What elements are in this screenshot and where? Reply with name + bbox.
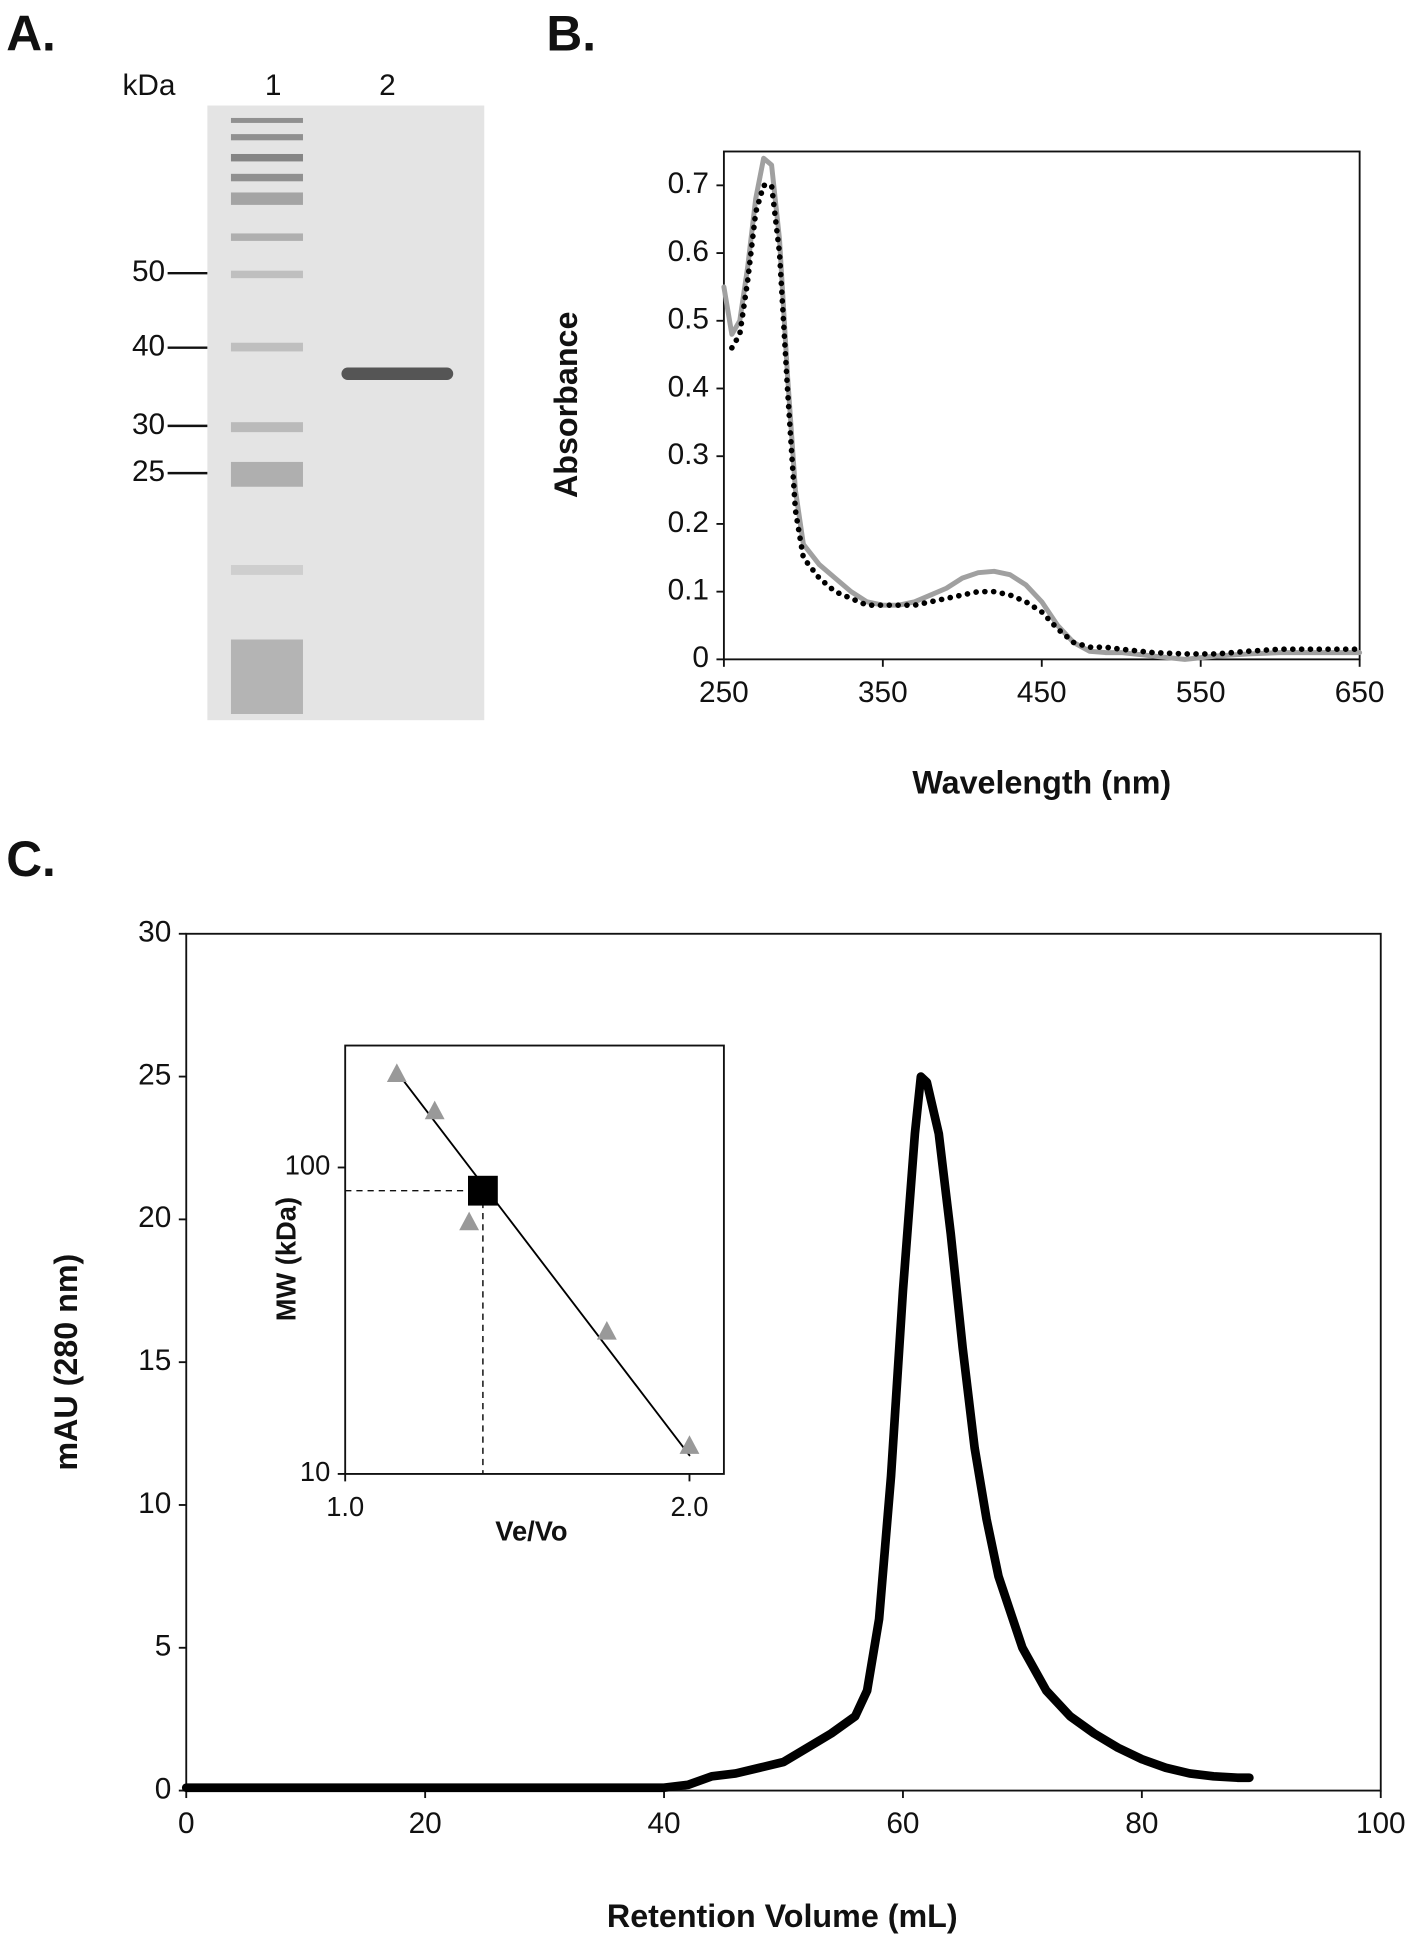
- x-tick-label: 80: [1125, 1807, 1158, 1840]
- y-tick-label: 0.7: [668, 167, 709, 200]
- marker-label: 40: [132, 330, 165, 363]
- panel-label: C.: [6, 831, 56, 887]
- plot-frame: [344, 1044, 725, 1475]
- x-tick-label: 1.0: [326, 1491, 364, 1522]
- y-tick-label: 0.2: [668, 506, 709, 539]
- y-tick-label: 100: [285, 1150, 331, 1181]
- x-axis-title: Retention Volume (mL): [607, 1898, 958, 1934]
- y-tick-label: 15: [138, 1344, 171, 1377]
- x-tick-label: 350: [858, 676, 908, 709]
- triangle-point: [459, 1211, 480, 1231]
- y-tick-label: 10: [300, 1456, 330, 1487]
- data-line: [721, 155, 1363, 662]
- ladder: [230, 117, 303, 714]
- x-tick-label: 550: [1176, 676, 1226, 709]
- y-tick-label: 0.4: [668, 370, 709, 403]
- x-tick-label: 60: [886, 1807, 919, 1840]
- sample-band: [341, 367, 454, 380]
- data-line: [181, 1072, 1254, 1793]
- y-tick-label: 25: [138, 1058, 171, 1091]
- unit-label: kDa: [123, 69, 176, 102]
- panel-label: A.: [6, 5, 56, 61]
- square-point: [468, 1175, 498, 1206]
- gel-panel: A. kDa 1 2 50 40 30 25: [6, 5, 485, 721]
- panel-label: B.: [546, 5, 596, 61]
- marker-label: 50: [132, 255, 165, 288]
- data-line: [729, 182, 1363, 657]
- y-tick-label: 10: [138, 1487, 171, 1520]
- triangle-point: [596, 1321, 617, 1340]
- x-tick-label: 2.0: [670, 1491, 708, 1522]
- y-tick-label: 20: [138, 1201, 171, 1234]
- x-tick-label: 40: [647, 1807, 680, 1840]
- triangle-point: [679, 1435, 700, 1454]
- x-tick-label: 250: [699, 676, 749, 709]
- fit-line: [395, 1071, 691, 1457]
- y-tick-label: 0.1: [668, 574, 709, 607]
- marker-label: 25: [132, 455, 165, 488]
- y-tick-label: 5: [155, 1630, 172, 1663]
- y-axis-title: MW (kDa): [270, 1197, 301, 1321]
- x-tick-label: 450: [1017, 676, 1067, 709]
- lane-label: 2: [379, 69, 396, 102]
- gel: [207, 105, 485, 721]
- marker-label: 30: [132, 408, 165, 441]
- y-tick-label: 0.5: [668, 303, 709, 336]
- y-tick-label: 0.6: [668, 235, 709, 268]
- x-tick-label: 0: [178, 1807, 195, 1840]
- x-tick-label: 650: [1335, 676, 1385, 709]
- x-axis-title: Wavelength (nm): [912, 764, 1171, 800]
- x-axis-title: Ve/Vo: [495, 1516, 567, 1547]
- triangle-point: [386, 1063, 407, 1083]
- y-axis-title: Absorbance: [548, 312, 584, 498]
- y-axis-title: mAU (280 nm): [48, 1254, 84, 1471]
- y-tick-label: 0: [155, 1772, 172, 1805]
- x-tick-label: 20: [409, 1807, 442, 1840]
- y-tick-label: 30: [138, 916, 171, 949]
- y-tick-label: 0: [692, 641, 709, 674]
- y-tick-label: 0.3: [668, 438, 709, 471]
- marker-ticks: [167, 271, 208, 475]
- triangle-point: [424, 1100, 445, 1120]
- lane-label: 1: [265, 69, 282, 102]
- x-tick-label: 100: [1356, 1807, 1406, 1840]
